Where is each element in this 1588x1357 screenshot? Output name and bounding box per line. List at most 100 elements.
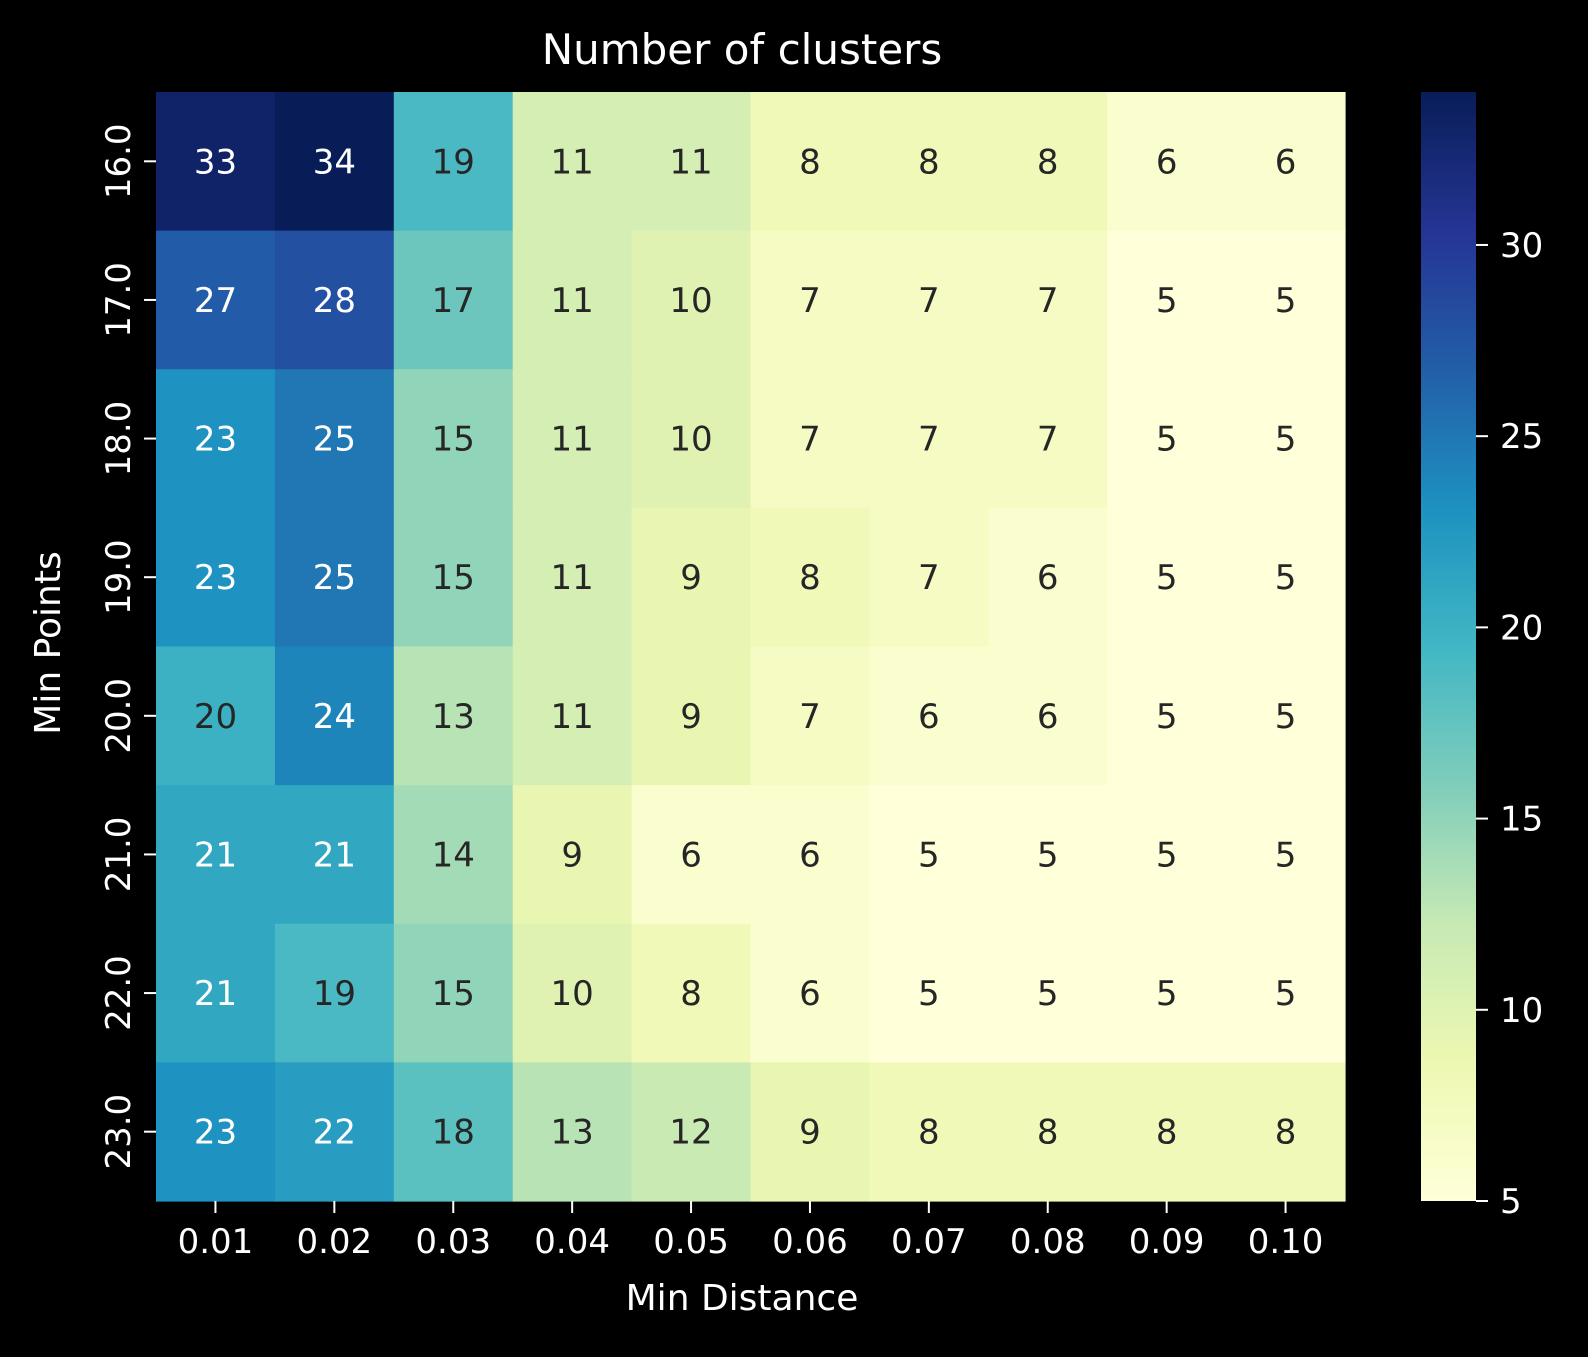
- y-tick-label: 20.0: [99, 678, 139, 754]
- colorbar-gradient: [1421, 92, 1476, 1201]
- cell-value-label: 5: [1156, 697, 1178, 737]
- cell-value-label: 34: [313, 142, 356, 182]
- cell-value-label: 6: [1037, 697, 1059, 737]
- cell-value-label: 19: [313, 974, 356, 1014]
- heatmap-cell: [869, 923, 989, 1063]
- heatmap-cell: [393, 369, 514, 509]
- cell-value-label: 13: [551, 1113, 594, 1153]
- heatmap-cell: [869, 507, 989, 648]
- heatmap-cell: [988, 369, 1108, 509]
- heatmap-cell: [988, 646, 1108, 786]
- heatmap-cell: [393, 646, 514, 786]
- x-tick-label: 0.04: [534, 1222, 610, 1262]
- heatmap-cell: [1226, 1062, 1346, 1202]
- heatmap-cell: [988, 785, 1108, 925]
- cell-value-label: 22: [313, 1113, 356, 1153]
- heatmap-cell: [631, 923, 752, 1063]
- x-axis-ticks: 0.01 0.02 0.03 0.04 0.05 0.06 0.07 0.08 0.09 0.10: [178, 1201, 1323, 1262]
- cell-value-label: 5: [1156, 281, 1178, 321]
- cell-value-label: 7: [1037, 420, 1059, 460]
- cell-value-label: 7: [1037, 281, 1059, 321]
- cell-value-label: 5: [1275, 974, 1297, 1014]
- heatmap-cell: [274, 507, 395, 648]
- cell-value-label: 13: [432, 697, 475, 737]
- heatmap-cell: [512, 923, 633, 1063]
- heatmap-cell: [1107, 923, 1227, 1063]
- heatmap-cell: [1226, 785, 1346, 925]
- cell-value-label: 5: [918, 835, 940, 875]
- cell-value-label: 5: [1275, 697, 1297, 737]
- cell-value-label: 11: [551, 558, 594, 598]
- cell-value-label: 8: [1156, 1113, 1178, 1153]
- heatmap-cell: [156, 507, 276, 648]
- heatmap-cell: [274, 369, 395, 509]
- cell-value-label: 5: [1156, 835, 1178, 875]
- heatmap-cell: [750, 1062, 870, 1202]
- heatmap-cell: [1226, 646, 1346, 786]
- x-tick-label: 0.05: [653, 1222, 729, 1262]
- cell-value-label: 11: [551, 281, 594, 321]
- cell-value-label: 5: [1037, 835, 1059, 875]
- colorbar: 5 10 15 20 25 30: [1421, 92, 1543, 1222]
- colorbar-tick-label: 30: [1500, 226, 1543, 266]
- y-tick-label: 18.0: [99, 401, 139, 477]
- y-axis-ticks: 16.0 17.0 18.0 19.0 20.0 21.0 22.0 23.0: [99, 123, 156, 1170]
- y-tick-label: 17.0: [99, 262, 139, 338]
- heatmap-cell: [512, 369, 633, 509]
- heatmap-cell: [750, 507, 870, 648]
- cell-value-label: 5: [1275, 281, 1297, 321]
- chart-title: Number of clusters: [542, 25, 943, 74]
- cell-value-label: 8: [918, 1113, 940, 1153]
- cell-value-label: 24: [313, 697, 356, 737]
- cell-value-label: 5: [1156, 974, 1178, 1014]
- heatmap-cell: [1107, 230, 1227, 370]
- colorbar-tick-label: 10: [1500, 991, 1543, 1031]
- cell-value-label: 8: [799, 558, 821, 598]
- heatmap-cell: [393, 92, 514, 232]
- cell-value-label: 6: [680, 835, 702, 875]
- heatmap-cell: [1107, 507, 1227, 648]
- cell-value-label: 11: [551, 697, 594, 737]
- heatmap-cell: [1226, 92, 1346, 232]
- heatmap-cell: [156, 92, 276, 232]
- x-tick-label: 0.09: [1129, 1222, 1205, 1262]
- cell-value-label: 11: [551, 420, 594, 460]
- heatmap-cell: [631, 1062, 752, 1202]
- heatmap-cell: [1107, 646, 1227, 786]
- x-tick-label: 0.08: [1010, 1222, 1086, 1262]
- heatmap-cell: [512, 1062, 633, 1202]
- cell-value-label: 19: [432, 142, 475, 182]
- y-tick-label: 16.0: [99, 123, 139, 199]
- heatmap-cell: [869, 92, 989, 232]
- cell-value-label: 8: [1037, 1113, 1059, 1153]
- heatmap-cell: [631, 230, 752, 370]
- y-axis-label: Min Points: [28, 551, 69, 734]
- y-tick-label: 23.0: [99, 1094, 139, 1170]
- cell-value-label: 7: [918, 420, 940, 460]
- heatmap-cell: [1226, 507, 1346, 648]
- x-tick-label: 0.06: [772, 1222, 848, 1262]
- heatmap-cell: [631, 507, 752, 648]
- y-tick-label: 21.0: [99, 817, 139, 893]
- cell-value-label: 6: [799, 835, 821, 875]
- heatmap-cell: [1107, 369, 1227, 509]
- cell-value-label: 8: [680, 974, 702, 1014]
- heatmap-cell: [274, 230, 395, 370]
- heatmap-cell: [274, 923, 395, 1063]
- heatmap-cell: [988, 1062, 1108, 1202]
- heatmap-cell: [988, 507, 1108, 648]
- cell-value-label: 6: [799, 974, 821, 1014]
- cell-value-label: 9: [680, 558, 702, 598]
- x-axis-label: Min Distance: [626, 1278, 859, 1319]
- cell-value-label: 9: [799, 1113, 821, 1153]
- cell-value-label: 8: [1037, 142, 1059, 182]
- x-tick-label: 0.01: [178, 1222, 254, 1262]
- heatmap-cell: [869, 1062, 989, 1202]
- heatmap-cell: [156, 1062, 276, 1202]
- cell-value-label: 10: [669, 281, 712, 321]
- heatmap-cell: [512, 230, 633, 370]
- cell-value-label: 28: [313, 281, 356, 321]
- heatmap-cell: [750, 369, 870, 509]
- cell-value-label: 12: [669, 1113, 712, 1153]
- cell-value-label: 5: [1275, 558, 1297, 598]
